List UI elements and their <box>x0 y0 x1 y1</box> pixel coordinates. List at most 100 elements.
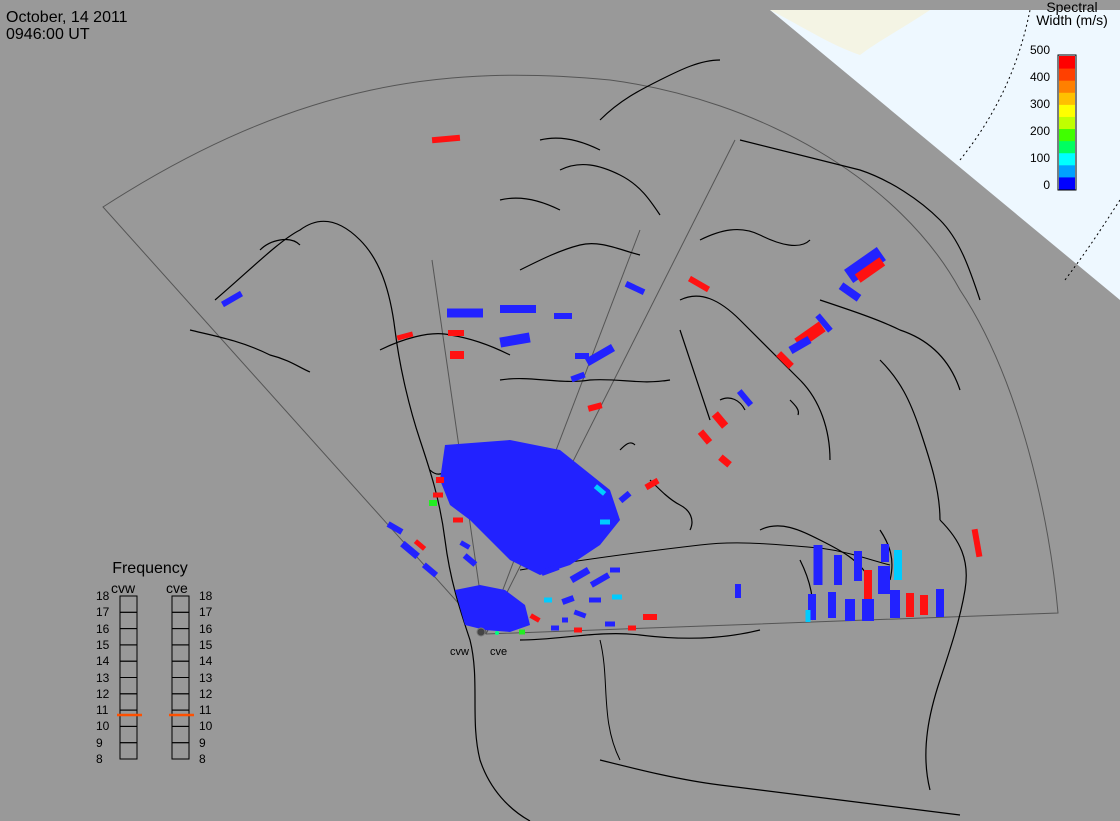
echo-cell <box>644 477 660 491</box>
echo-cell <box>540 564 560 576</box>
polar-region <box>770 10 1120 300</box>
frequency-tick-left: 8 <box>96 752 103 766</box>
colorbar-title-line1: Spectral <box>1046 0 1098 15</box>
time-label: 0946:00 UT <box>6 26 90 43</box>
echo-cell <box>462 553 478 567</box>
frequency-tick-left: 10 <box>96 719 110 734</box>
echo-cell <box>220 290 244 308</box>
frequency-tick-left: 18 <box>96 589 110 603</box>
latitude-circle <box>959 9 1031 161</box>
state-border <box>599 639 621 761</box>
echo-cell <box>697 429 713 445</box>
colorbar-segment <box>1059 128 1075 142</box>
frequency-tick-left: 12 <box>96 686 110 701</box>
colorbar-segment <box>1059 164 1075 178</box>
frequency-tick-left: 13 <box>96 670 110 685</box>
backscatter-echoes <box>220 134 983 635</box>
colorbar-segment <box>1059 152 1075 166</box>
echo-cell <box>854 257 886 283</box>
colorbar-segment <box>1059 104 1075 117</box>
echo-cell <box>561 595 575 605</box>
echo-cell <box>386 521 404 535</box>
echo-cell <box>431 134 461 144</box>
frequency-title: Frequency <box>112 560 188 577</box>
polar-land <box>770 10 930 55</box>
colorbar-tick: 400 <box>1029 70 1050 84</box>
colorbar-tick: 500 <box>1029 43 1050 57</box>
radar-site-cve <box>495 631 499 635</box>
frequency-panel <box>117 595 194 760</box>
spectral-width-colorbar <box>1057 54 1077 191</box>
colorbar-segment <box>1059 56 1075 69</box>
radar-label-cvw: cvw <box>450 646 469 658</box>
echo-cell <box>776 351 794 369</box>
echo-cell <box>529 613 541 623</box>
echo-region <box>455 585 530 632</box>
colorbar-tick: 0 <box>1043 178 1050 192</box>
frequency-radar-cvw: cvw <box>111 580 136 596</box>
echo-cell <box>711 411 729 429</box>
colorbar-segment <box>1059 68 1075 81</box>
latitude-circle-2 <box>1064 199 1120 281</box>
frequency-tick-left: 17 <box>96 605 110 620</box>
frequency-tick-right: 15 <box>199 637 213 652</box>
echo-cell <box>687 275 711 293</box>
date-label: October, 14 2011 <box>6 9 128 26</box>
radar-fov-outline <box>102 74 1059 635</box>
frequency-tick-right: 14 <box>199 654 213 669</box>
frequency-tick-right: 16 <box>199 621 213 636</box>
echo-cell <box>413 539 427 551</box>
colorbar-segment <box>1059 176 1075 190</box>
colorbar-segment <box>1059 116 1075 130</box>
echo-cell <box>587 402 603 412</box>
echo-cell <box>421 562 439 578</box>
frequency-tick-right: 9 <box>199 735 206 750</box>
frequency-tick-right: 13 <box>199 670 213 685</box>
frequency-tick-left: 11 <box>96 703 109 718</box>
frequency-tick-left: 16 <box>96 621 110 636</box>
radar-label-cve: cve <box>490 646 508 658</box>
colorbar-segment <box>1059 92 1075 105</box>
echo-cell <box>499 332 531 348</box>
echo-cell <box>618 490 632 504</box>
frequency-tick-right: 12 <box>199 686 213 701</box>
echo-cell <box>788 336 812 354</box>
echo-cell <box>589 572 611 588</box>
frequency-tick-right: 11 <box>199 703 212 718</box>
frequency-tick-left: 14 <box>96 654 110 669</box>
colorbar-frame <box>1057 54 1077 191</box>
echo-cell <box>838 282 862 302</box>
echo-cell <box>718 454 732 468</box>
frequency-tick-right: 8 <box>199 752 206 766</box>
frequency-cell <box>119 742 138 760</box>
echo-cell <box>400 540 420 560</box>
colorbar-segment <box>1059 80 1075 93</box>
colorbar-tick: 300 <box>1029 97 1050 111</box>
echo-cell <box>815 313 833 333</box>
colorbar-tick: 200 <box>1029 124 1050 138</box>
frequency-tick-right: 18 <box>199 589 213 603</box>
frequency-tick-left: 15 <box>96 637 110 652</box>
echo-region <box>440 440 620 575</box>
colorbar-segment <box>1059 140 1075 154</box>
echo-cell <box>569 566 591 584</box>
colorbar-tick: 100 <box>1029 151 1050 165</box>
echo-cell <box>573 609 587 619</box>
radar-site-cvw <box>476 627 486 637</box>
echo-cell <box>593 484 607 496</box>
echo-cell <box>396 331 414 341</box>
frequency-tick-right: 17 <box>199 605 213 620</box>
echo-cell <box>624 281 646 295</box>
frequency-cell <box>171 742 190 760</box>
echo-cell <box>844 246 886 284</box>
echo-cell <box>736 389 754 407</box>
frequency-radar-cve: cve <box>166 580 188 596</box>
country-border <box>519 542 891 571</box>
echo-cell <box>585 344 615 366</box>
fov-boundary-mid <box>485 229 641 635</box>
echo-cell <box>459 540 471 550</box>
frequency-tick-left: 9 <box>96 735 103 750</box>
echo-cell <box>570 371 586 383</box>
colorbar-title-line2: Width (m/s) <box>1036 12 1108 28</box>
